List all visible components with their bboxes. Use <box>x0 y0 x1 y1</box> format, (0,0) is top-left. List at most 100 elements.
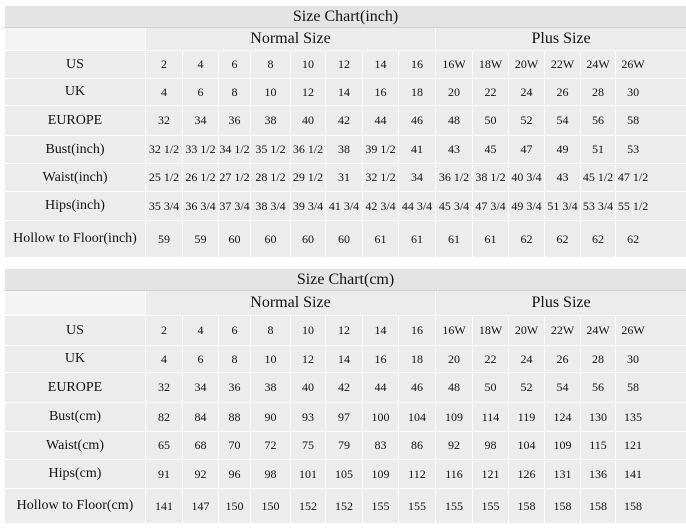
size-cell: 10 <box>250 345 291 373</box>
size-cell: 38 1/2 <box>472 163 509 192</box>
size-cell: 48 <box>435 372 473 403</box>
size-cell: 52 <box>508 372 545 403</box>
size-cell: 22W <box>544 50 581 79</box>
size-cell: 26 <box>544 78 581 106</box>
title-row: Size Chart(inch) <box>3 5 686 28</box>
size-cell: 155 <box>362 488 399 524</box>
size-row: Hips(inch) 35 3/4 36 3/4 37 3/4 38 3/4 39 3/4… <box>4 191 686 221</box>
size-cell: 54 <box>544 105 581 136</box>
size-row: UK 4 6 8 10 12 14 16 18 20 22 24 26 28 30 <box>4 78 686 106</box>
size-cell: 16W <box>435 50 473 79</box>
size-cell: 62 <box>508 220 545 258</box>
size-cell: 62 <box>580 220 616 258</box>
size-cell: 62 <box>544 220 581 258</box>
size-cell: 47 3/4 <box>472 191 509 221</box>
size-cell: 36 1/2 <box>290 135 326 164</box>
size-cell: 8 <box>250 50 291 79</box>
group-header: Plus Size <box>434 290 686 316</box>
row-label: US <box>4 50 146 79</box>
size-cell: 41 3/4 <box>325 191 363 221</box>
size-cell: 18W <box>472 50 509 79</box>
size-row: UK 4 6 8 10 12 14 16 18 20 22 24 26 28 30 <box>4 345 686 373</box>
size-cell: 109 <box>544 431 581 460</box>
size-cell: 22 <box>472 345 509 373</box>
size-cell: 31 <box>325 163 363 192</box>
size-cell: 25 1/2 <box>145 163 183 192</box>
size-cell: 88 <box>218 402 251 432</box>
size-cell: 101 <box>290 459 326 489</box>
row-label: Hips(inch) <box>4 191 146 221</box>
size-cell: 60 <box>218 220 251 258</box>
size-cell: 36 <box>218 372 251 403</box>
size-cell: 16 <box>362 78 399 106</box>
size-cell: 38 3/4 <box>250 191 291 221</box>
size-cell: 14 <box>325 345 363 373</box>
size-cell: 39 1/2 <box>362 135 399 164</box>
size-cell: 75 <box>290 431 326 460</box>
row-label: Hips(cm) <box>4 459 146 489</box>
size-cell: 40 3/4 <box>508 163 545 192</box>
size-cell: 18W <box>472 315 509 346</box>
size-cell: 32 1/2 <box>362 163 399 192</box>
size-cell: 53 3/4 <box>580 191 616 221</box>
size-cell: 109 <box>362 459 399 489</box>
size-cell: 38 <box>250 372 291 403</box>
size-row: Hollow to Floor(inch) 59 59 60 60 60 60 61 61 61 6… <box>4 220 686 258</box>
size-row: Waist(cm) 65 68 70 72 75 79 83 86 92 98 104 109 115 12… <box>4 431 686 460</box>
size-cell: 49 <box>544 135 581 164</box>
size-cell: 32 <box>145 105 183 136</box>
size-cell: 4 <box>145 78 183 106</box>
size-cell: 44 <box>362 105 399 136</box>
size-cell: 42 <box>325 105 363 136</box>
size-cell: 44 <box>362 372 399 403</box>
size-cell: 16 <box>398 50 436 79</box>
group-header: Normal Size <box>145 27 436 51</box>
size-cell: 27 1/2 <box>218 163 251 192</box>
size-cell: 36 <box>218 105 251 136</box>
size-cell: 116 <box>435 459 473 489</box>
size-cell: 61 <box>472 220 509 258</box>
size-cell: 60 <box>290 220 326 258</box>
row-label: EUROPE <box>4 372 146 403</box>
size-row: US 2 4 6 8 10 12 14 16 16W 18W 20W 22W 24W 26W <box>4 315 686 346</box>
size-cell: 51 <box>580 135 616 164</box>
size-cell: 8 <box>250 315 291 346</box>
size-cell: 37 3/4 <box>218 191 251 221</box>
size-cell: 12 <box>290 345 326 373</box>
size-cell: 26W <box>614 315 686 346</box>
size-cell: 158 <box>614 488 686 524</box>
size-cell: 12 <box>325 50 363 79</box>
size-cell: 136 <box>580 459 616 489</box>
size-cell: 32 <box>145 372 183 403</box>
size-cell: 135 <box>614 402 686 432</box>
size-cell: 93 <box>290 402 326 432</box>
size-cell: 14 <box>325 78 363 106</box>
size-cell: 141 <box>145 488 183 524</box>
size-cell: 28 <box>580 345 616 373</box>
group-row: Normal Size Plus Size <box>4 27 686 51</box>
size-cell: 96 <box>218 459 251 489</box>
size-cell: 42 <box>325 372 363 403</box>
size-cell: 52 <box>508 105 545 136</box>
size-cell: 22W <box>544 315 581 346</box>
size-cell: 46 <box>398 372 436 403</box>
size-cell: 155 <box>435 488 473 524</box>
size-cell: 26 1/2 <box>182 163 219 192</box>
size-cell: 26 <box>544 345 581 373</box>
size-cell: 61 <box>435 220 473 258</box>
group-row: Normal Size Plus Size <box>4 290 686 316</box>
size-cell: 38 <box>250 105 291 136</box>
size-cell: 30 <box>614 78 686 106</box>
size-cell: 152 <box>325 488 363 524</box>
size-cell: 40 <box>290 105 326 136</box>
size-cell: 20 <box>435 78 473 106</box>
size-cell: 10 <box>290 315 326 346</box>
size-row: Bust(cm) 82 84 88 90 93 97 100 104 109 114 119 124 13… <box>4 402 686 432</box>
size-cell: 61 <box>362 220 399 258</box>
size-cell: 83 <box>362 431 399 460</box>
size-cell: 158 <box>508 488 545 524</box>
row-label: Bust(inch) <box>4 135 146 164</box>
size-cell: 62 <box>614 220 686 258</box>
size-cell: 20W <box>508 315 545 346</box>
title-row: Size Chart(cm) <box>3 268 686 291</box>
